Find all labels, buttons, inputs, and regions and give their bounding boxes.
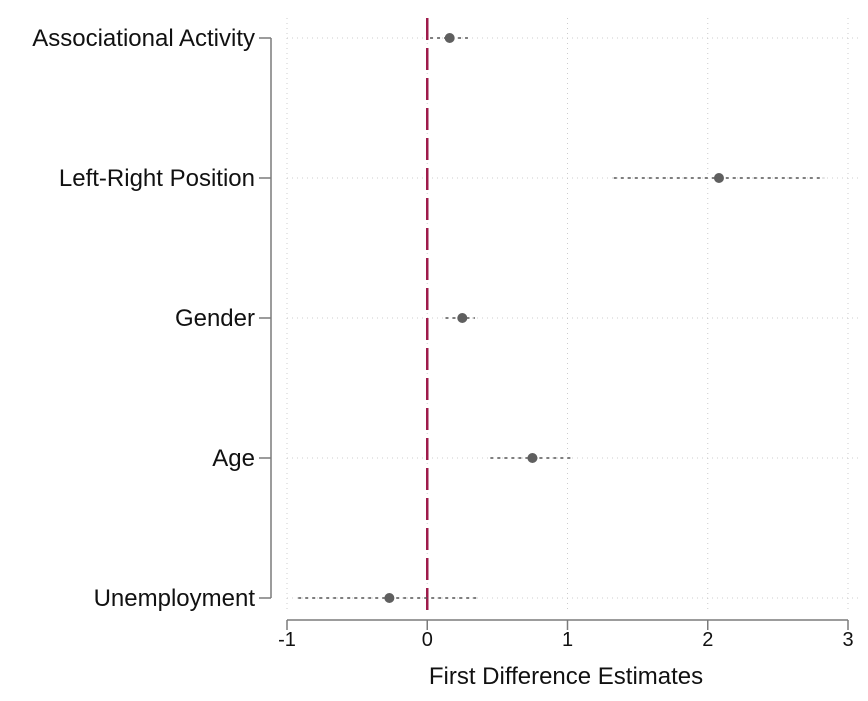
x-tick-label: 1: [562, 629, 573, 651]
y-tick-label: Left-Right Position: [59, 165, 255, 192]
point-estimate: [444, 33, 455, 43]
point-estimate: [457, 313, 468, 323]
y-tick-label: Age: [212, 445, 255, 472]
point-estimate: [384, 593, 395, 603]
point-estimates: [384, 33, 724, 603]
x-tick-label: 0: [422, 629, 433, 651]
x-axis-title: First Difference Estimates: [429, 663, 703, 690]
y-tick-label: Unemployment: [94, 585, 256, 612]
tick-labels: Associational Activity Left-Right Positio…: [32, 25, 853, 651]
x-tick-label: 3: [842, 629, 853, 651]
point-estimate: [527, 453, 538, 463]
x-tick-label: -1: [278, 629, 296, 651]
axes: [259, 37, 849, 630]
point-estimate: [713, 173, 724, 183]
x-tick-label: 2: [702, 629, 713, 651]
y-tick-label: Associational Activity: [32, 25, 255, 52]
grid-lines: [286, 18, 860, 612]
y-tick-label: Gender: [175, 305, 255, 332]
